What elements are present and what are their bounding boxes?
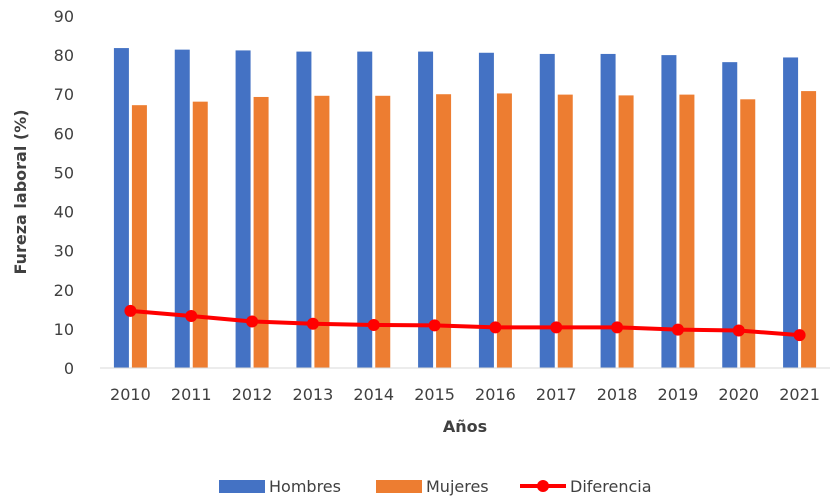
legend-marker [537,480,549,492]
legend-label: Mujeres [426,477,489,496]
point-diferencia [550,321,563,334]
x-axis-title: Años [443,417,487,436]
y-tick-label: 80 [54,46,74,65]
y-axis-ticks: 0 10 20 30 40 50 60 70 80 90 [54,7,74,378]
bar-series [113,48,817,369]
point-diferencia [732,324,745,337]
x-tick-label: 2011 [171,385,212,404]
y-tick-label: 0 [64,359,74,378]
x-tick-label: 2010 [110,385,151,404]
point-diferencia [793,329,806,342]
bar-hombres [357,51,373,368]
x-tick-label: 2021 [779,385,820,404]
point-diferencia [306,317,319,330]
bar-mujeres [192,101,208,369]
bar-hombres [296,51,312,368]
bar-mujeres [557,94,573,368]
bar-hombres [600,53,616,369]
bar-mujeres [801,91,817,369]
x-tick-label: 2016 [475,385,516,404]
point-diferencia [428,319,441,332]
y-tick-label: 50 [54,163,74,182]
x-tick-label: 2013 [293,385,334,404]
bar-hombres [478,52,494,369]
y-tick-label: 40 [54,203,74,222]
x-axis-ticks: 2010 2011 2012 2013 2014 2015 2016 2017 2018 2019… [110,385,820,404]
y-axis-title: Fureza laboral (%) [11,109,30,274]
bar-mujeres [253,96,269,369]
x-tick-label: 2014 [353,385,394,404]
x-tick-label: 2012 [232,385,273,404]
bar-hombres [539,53,555,369]
legend-swatch [219,480,265,493]
bar-mujeres [679,94,695,368]
legend-swatch [376,480,422,493]
bar-mujeres [496,93,512,368]
x-tick-label: 2018 [597,385,638,404]
bar-hombres [174,49,190,368]
legend-label: Hombres [269,477,341,496]
bar-mujeres [375,95,391,368]
y-tick-label: 90 [54,7,74,26]
y-tick-label: 60 [54,124,74,143]
point-diferencia [671,323,684,336]
x-tick-label: 2017 [536,385,577,404]
bar-mujeres [618,95,634,368]
point-diferencia [367,318,380,331]
line-diferencia [130,308,800,338]
bar-hombres [418,51,434,368]
bar-hombres [722,62,738,368]
bar-mujeres [314,95,330,368]
x-tick-label: 2015 [414,385,455,404]
point-diferencia [124,304,137,317]
bar-mujeres [740,99,756,368]
bar-mujeres [436,94,452,368]
line-series [124,304,806,342]
legend: Hombres Mujeres Diferencia [219,477,652,496]
point-diferencia [246,315,259,328]
point-diferencia [185,309,198,322]
y-tick-label: 30 [54,242,74,261]
point-diferencia [611,321,624,334]
x-tick-label: 2019 [658,385,699,404]
legend-label: Diferencia [570,477,652,496]
point-diferencia [489,321,502,334]
bar-mujeres [131,105,147,368]
bar-hombres [661,55,677,368]
y-tick-label: 20 [54,281,74,300]
x-tick-label: 2020 [718,385,759,404]
bar-hombres [235,50,251,368]
y-tick-label: 70 [54,85,74,104]
bar-hombres [113,48,129,369]
bar-hombres [783,57,799,369]
y-tick-label: 10 [54,320,74,339]
